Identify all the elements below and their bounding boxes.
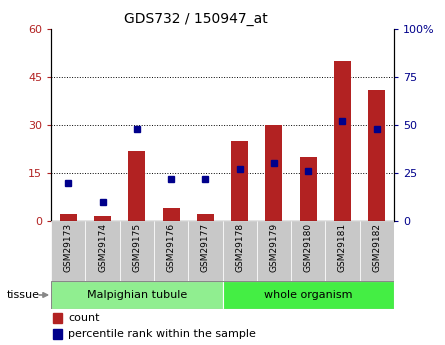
Bar (188, 221, 222, 281)
Bar (51, 281, 223, 309)
Text: GSM29179: GSM29179 (269, 223, 279, 272)
Bar (60, 215, 77, 221)
Bar (325, 221, 360, 281)
Text: GSM29177: GSM29177 (201, 223, 210, 272)
Bar (197, 215, 214, 221)
Bar (222, 221, 257, 281)
Bar (360, 221, 394, 281)
Bar (154, 221, 188, 281)
Text: whole organism: whole organism (264, 290, 352, 300)
Bar (120, 221, 154, 281)
Text: GSM29176: GSM29176 (166, 223, 176, 272)
Text: tissue: tissue (7, 290, 40, 300)
Text: GSM29181: GSM29181 (338, 223, 347, 272)
Text: GSM29178: GSM29178 (235, 223, 244, 272)
Bar (368, 90, 385, 221)
Bar (231, 141, 248, 221)
Bar (53, 329, 62, 339)
Bar (334, 61, 351, 221)
Text: GDS732 / 150947_at: GDS732 / 150947_at (124, 12, 268, 26)
Text: GSM29180: GSM29180 (303, 223, 313, 272)
Bar (51, 221, 85, 281)
Bar (53, 313, 62, 323)
Text: GSM29175: GSM29175 (132, 223, 142, 272)
Bar (257, 221, 291, 281)
Bar (85, 221, 120, 281)
Text: GSM29173: GSM29173 (64, 223, 73, 272)
Text: GSM29174: GSM29174 (98, 223, 107, 272)
Text: GSM29182: GSM29182 (372, 223, 381, 272)
Bar (128, 150, 146, 221)
Bar (162, 208, 180, 221)
Text: Malpighian tubule: Malpighian tubule (87, 290, 187, 300)
Bar (94, 216, 111, 221)
Bar (265, 125, 283, 221)
Text: count: count (69, 313, 100, 323)
Bar (299, 157, 317, 221)
Bar (291, 221, 325, 281)
Text: percentile rank within the sample: percentile rank within the sample (69, 329, 256, 339)
Bar (222, 281, 394, 309)
